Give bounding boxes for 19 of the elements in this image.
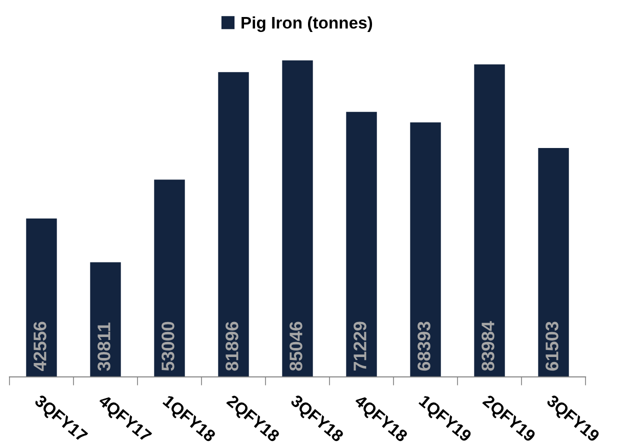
bar: [154, 180, 185, 377]
bar: [410, 122, 441, 377]
data-label: 85046: [290, 322, 302, 371]
data-label: 68393: [418, 322, 430, 371]
data-label: 83984: [482, 321, 494, 371]
data-label: 30811: [98, 322, 110, 371]
bar: [90, 262, 121, 377]
bar: [26, 218, 57, 377]
data-label: 53000: [162, 322, 174, 371]
data-label: 61503: [546, 322, 558, 371]
bar: [474, 64, 505, 377]
legend-label: Pig Iron (tonnes): [242, 16, 372, 32]
bar: [346, 112, 377, 377]
bar: [218, 72, 249, 377]
data-label: 81896: [226, 322, 238, 371]
bar: [282, 60, 313, 377]
bar: [538, 148, 569, 377]
data-label: 71229: [354, 322, 366, 371]
data-label: 42556: [34, 322, 46, 372]
